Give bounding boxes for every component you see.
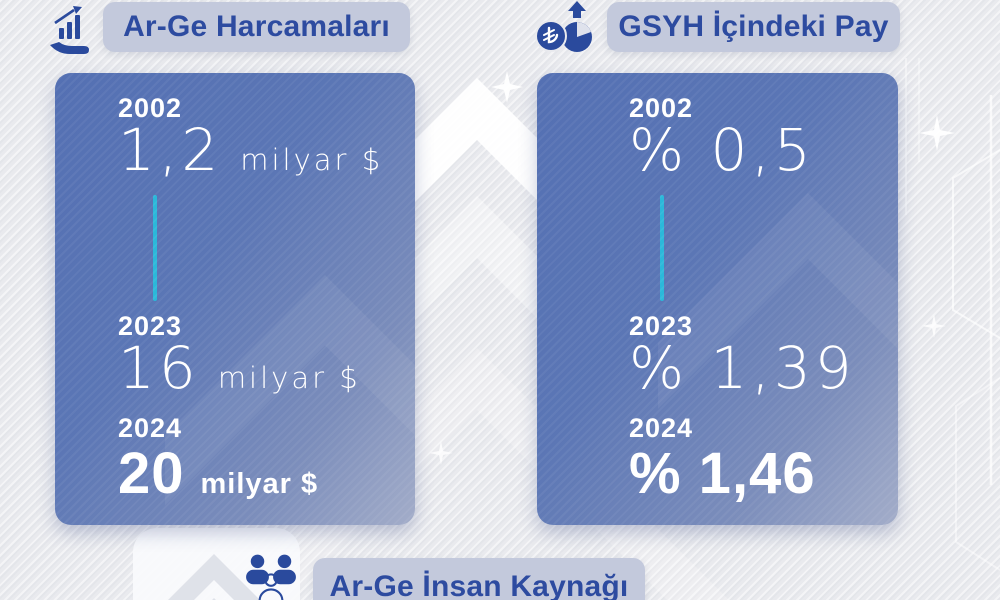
- value-2024: 20: [118, 441, 185, 506]
- arge-harcamalari-header-pill: Ar-Ge Harcamaları: [103, 2, 410, 52]
- timeline-connector: [660, 195, 664, 301]
- value-row: % 1,46: [629, 445, 816, 503]
- year-label: 2002: [629, 93, 694, 123]
- value-row: 1,2 milyar $: [118, 121, 383, 179]
- sparkle-icon: [919, 115, 955, 151]
- arge-insan-kaynagi-header-pill: Ar-Ge İnsan Kaynağı: [313, 558, 645, 600]
- gsyh-pay-card: 2002 % 0,5 2023 % 1,39 2024 % 1,46: [537, 73, 898, 525]
- growth-chart-hand-icon: [50, 6, 89, 54]
- year-label: 2023: [629, 311, 694, 341]
- sparkle-icon: [922, 314, 946, 338]
- value-2002: % 0,5: [629, 116, 815, 184]
- value-row: 20 milyar $: [118, 445, 318, 503]
- sparkle-icon: [491, 71, 523, 103]
- people-icon: [246, 554, 296, 600]
- value-2024: % 1,46: [629, 441, 816, 506]
- gsyh-pay-header-pill: GSYH İçindeki Pay: [607, 2, 900, 52]
- year-label: 2002: [118, 93, 183, 123]
- year-label: 2024: [118, 413, 183, 443]
- timeline-connector: [153, 195, 157, 301]
- sparkle-icon: [429, 441, 453, 465]
- arge-harcamalari-card: 2002 1,2 milyar $ 2023 16 milyar $ 2024 …: [55, 73, 415, 525]
- value-row: 16 milyar $: [118, 339, 361, 397]
- lira-pie-chart-icon: [535, 1, 592, 52]
- arge-insan-kaynagi-title: Ar-Ge İnsan Kaynağı: [329, 570, 629, 600]
- circuit-hexagon: [952, 149, 1000, 339]
- unit-label: milyar $: [200, 468, 319, 500]
- value-row: % 0,5: [629, 121, 815, 179]
- value-2023: % 1,39: [629, 334, 856, 402]
- year-label: 2024: [629, 413, 694, 443]
- year-label: 2023: [118, 311, 183, 341]
- unit-label: milyar $: [217, 361, 361, 395]
- tile-chevron-icon: [168, 554, 260, 600]
- value-row: % 1,39: [629, 339, 856, 397]
- value-2023: 16: [118, 334, 200, 402]
- gsyh-pay-title: GSYH İçindeki Pay: [618, 10, 889, 43]
- arge-harcamalari-title: Ar-Ge Harcamaları: [123, 10, 390, 43]
- value-2002: 1,2: [118, 116, 223, 184]
- circuit-hexagon: [955, 377, 1000, 571]
- unit-label: milyar $: [240, 143, 384, 177]
